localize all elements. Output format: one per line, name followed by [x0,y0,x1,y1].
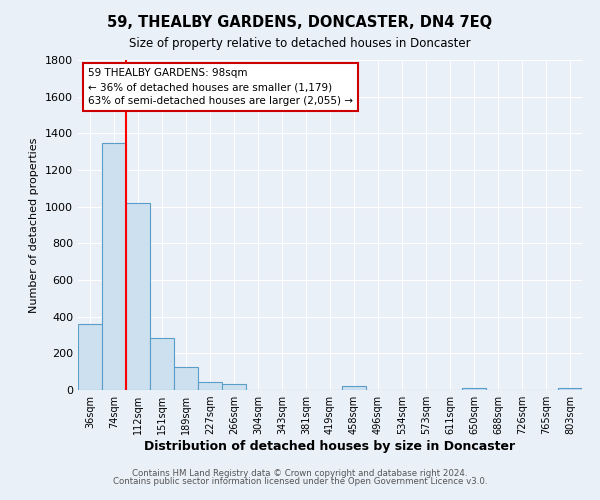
Text: Contains public sector information licensed under the Open Government Licence v3: Contains public sector information licen… [113,477,487,486]
Bar [198,382,222,390]
Y-axis label: Number of detached properties: Number of detached properties [29,138,40,312]
Bar [174,366,198,390]
Bar [342,386,366,390]
Bar [558,388,582,390]
Bar [102,142,126,390]
Bar [222,384,246,390]
Bar [462,388,486,390]
Text: Contains HM Land Registry data © Crown copyright and database right 2024.: Contains HM Land Registry data © Crown c… [132,468,468,477]
Bar [78,324,102,390]
Text: 59, THEALBY GARDENS, DONCASTER, DN4 7EQ: 59, THEALBY GARDENS, DONCASTER, DN4 7EQ [107,15,493,30]
Text: Size of property relative to detached houses in Doncaster: Size of property relative to detached ho… [129,38,471,51]
Bar [126,203,150,390]
Text: 59 THEALBY GARDENS: 98sqm
← 36% of detached houses are smaller (1,179)
63% of se: 59 THEALBY GARDENS: 98sqm ← 36% of detac… [88,68,353,106]
X-axis label: Distribution of detached houses by size in Doncaster: Distribution of detached houses by size … [145,440,515,453]
Bar [150,338,174,390]
